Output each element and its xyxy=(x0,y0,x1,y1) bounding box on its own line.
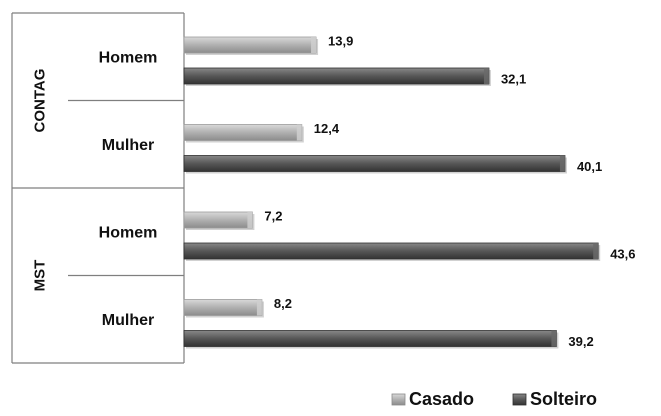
bar-casado xyxy=(183,124,304,143)
bar-solteiro xyxy=(183,242,601,261)
category-label: Mulher xyxy=(102,137,154,154)
bars: 13,9 32,1 12,4 40,1 7,2 43,6 8,2 39,2 xyxy=(183,34,636,349)
legend-label: Solteiro xyxy=(530,389,597,409)
data-label-casado: 8,2 xyxy=(274,296,292,311)
category-label: Mulher xyxy=(102,312,154,329)
data-label-solteiro: 40,1 xyxy=(577,159,602,174)
category-labels: CONTAG Homem Mulher MST Homem Mulher xyxy=(32,49,158,329)
legend-item-casado: Casado xyxy=(391,389,474,409)
category-label: Homem xyxy=(99,49,158,66)
legend-label: Casado xyxy=(409,389,474,409)
bar-casado xyxy=(183,36,319,55)
data-label-solteiro: 39,2 xyxy=(568,334,593,349)
data-label-solteiro: 43,6 xyxy=(610,247,635,262)
legend-swatch xyxy=(391,393,406,406)
bar-solteiro xyxy=(183,330,559,349)
data-label-solteiro: 32,1 xyxy=(501,72,526,87)
data-label-casado: 7,2 xyxy=(264,209,282,224)
bar-casado xyxy=(183,299,264,318)
data-label-casado: 12,4 xyxy=(314,121,340,136)
category-label: Homem xyxy=(99,224,158,241)
legend-swatch xyxy=(512,393,527,406)
bar-solteiro xyxy=(183,67,491,86)
bar-solteiro xyxy=(183,155,567,174)
data-label-casado: 13,9 xyxy=(328,34,353,49)
legend: Casado Solteiro xyxy=(391,389,597,409)
group-label-contag: CONTAG xyxy=(32,69,49,133)
bar-casado xyxy=(183,211,255,230)
group-label-mst: MST xyxy=(32,260,49,292)
legend-item-solteiro: Solteiro xyxy=(512,389,597,409)
